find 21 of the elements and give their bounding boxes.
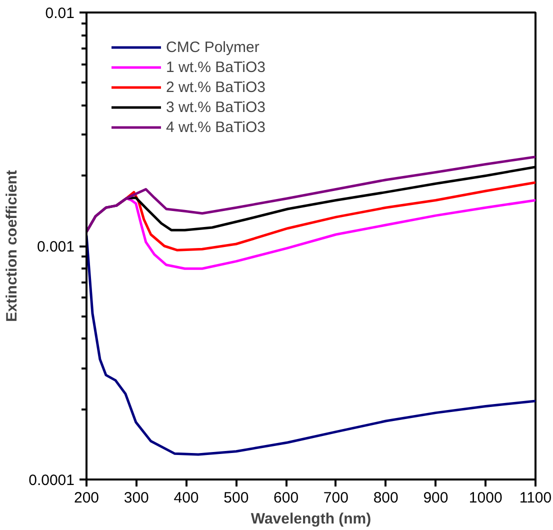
x-tick-label: 200 <box>74 490 100 506</box>
x-tick-label: 1100 <box>519 490 552 506</box>
legend-label: 1 wt.% BaTiO3 <box>166 58 266 76</box>
x-tick-label: 300 <box>124 490 149 506</box>
legend-label: 4 wt.% BaTiO3 <box>166 118 266 136</box>
x-tick-label: 1000 <box>468 490 502 506</box>
x-tick-label: 900 <box>423 490 448 506</box>
y-tick-label: 0.01 <box>45 5 75 22</box>
y-tick-label: 0.0001 <box>28 472 75 489</box>
x-axis-title: Wavelength (nm) <box>250 510 372 528</box>
legend-label: CMC Polymer <box>166 38 260 56</box>
y-tick-label: 0.001 <box>36 238 75 256</box>
x-tick-label: 700 <box>323 490 348 506</box>
y-axis-title: Extinction coefficient <box>4 170 21 322</box>
x-tick-label: 600 <box>274 490 299 506</box>
x-tick-label: 500 <box>224 490 249 506</box>
x-tick-label: 400 <box>174 490 199 506</box>
line-series <box>86 234 536 456</box>
legend-label: 2 wt.% BaTiO3 <box>166 78 266 96</box>
legend-label: 3 wt.% BaTiO3 <box>166 98 266 116</box>
x-tick-label: 800 <box>373 490 398 506</box>
